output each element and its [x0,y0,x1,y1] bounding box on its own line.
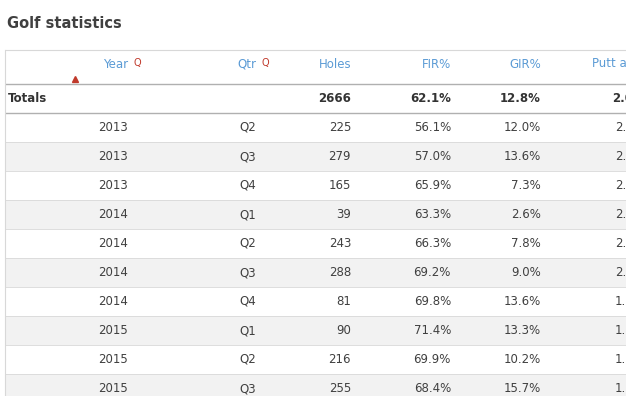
Text: 2014: 2014 [98,295,128,308]
Text: 57.0%: 57.0% [414,150,451,163]
Text: Qtr: Qtr [237,57,256,70]
Text: 2015: 2015 [98,353,128,366]
Text: 90: 90 [336,324,351,337]
Text: 1.98: 1.98 [615,382,626,395]
Text: 225: 225 [329,121,351,134]
Text: 216: 216 [329,353,351,366]
Text: Q2: Q2 [239,121,256,134]
Text: 9.0%: 9.0% [511,266,541,279]
Text: 165: 165 [329,179,351,192]
Bar [5,316,626,345]
Text: 71.4%: 71.4% [414,324,451,337]
Text: 2.22: 2.22 [615,150,626,163]
Text: Holes: Holes [319,57,351,70]
Text: 2.10: 2.10 [615,237,626,250]
Text: Year: Year [103,57,128,70]
Text: GIR%: GIR% [509,57,541,70]
Text: 2015: 2015 [98,382,128,395]
Text: 2.19: 2.19 [615,179,626,192]
Text: 2.03: 2.03 [615,266,626,279]
Bar [5,171,626,200]
Bar [5,345,626,374]
Text: 69.8%: 69.8% [414,295,451,308]
Text: 2013: 2013 [98,150,128,163]
Text: 10.2%: 10.2% [504,353,541,366]
Text: 2013: 2013 [98,121,128,134]
Bar [5,50,626,84]
Text: Q3: Q3 [239,382,256,395]
Text: 2014: 2014 [98,266,128,279]
Text: Totals: Totals [8,92,47,105]
Text: Golf statistics: Golf statistics [7,15,121,30]
Text: Q1: Q1 [239,208,256,221]
Text: 68.4%: 68.4% [414,382,451,395]
Text: 13.3%: 13.3% [504,324,541,337]
Text: Q3: Q3 [239,150,256,163]
Text: Q: Q [262,58,270,68]
Text: 39: 39 [336,208,351,221]
Text: Q2: Q2 [239,237,256,250]
Text: 63.3%: 63.3% [414,208,451,221]
Text: Q4: Q4 [239,179,256,192]
Bar [5,113,626,142]
Text: 2.02: 2.02 [612,92,626,105]
Text: 255: 255 [329,382,351,395]
Text: 2014: 2014 [98,208,128,221]
Bar [5,142,626,171]
Bar [5,229,626,258]
Text: 1.92: 1.92 [615,324,626,337]
Text: Q3: Q3 [239,266,256,279]
Text: 12.8%: 12.8% [500,92,541,105]
Text: 69.9%: 69.9% [414,353,451,366]
Text: 279: 279 [329,150,351,163]
Text: 2.6%: 2.6% [511,208,541,221]
Text: Putt avg: Putt avg [592,57,626,70]
Bar [5,374,626,396]
Text: 1.95: 1.95 [615,353,626,366]
Text: 62.1%: 62.1% [410,92,451,105]
Text: Q1: Q1 [239,324,256,337]
Text: 81: 81 [336,295,351,308]
Bar [5,200,626,229]
Text: 65.9%: 65.9% [414,179,451,192]
Text: 243: 243 [329,237,351,250]
Text: 2666: 2666 [318,92,351,105]
Text: 66.3%: 66.3% [414,237,451,250]
Text: 7.3%: 7.3% [511,179,541,192]
Text: 7.8%: 7.8% [511,237,541,250]
Text: Q: Q [134,58,141,68]
Text: 2.00: 2.00 [615,208,626,221]
Text: Q4: Q4 [239,295,256,308]
Text: 15.7%: 15.7% [504,382,541,395]
Text: 2015: 2015 [98,324,128,337]
Bar [5,84,626,113]
Text: 288: 288 [329,266,351,279]
Text: 69.2%: 69.2% [414,266,451,279]
Text: 2013: 2013 [98,179,128,192]
Text: FIR%: FIR% [422,57,451,70]
Text: Q2: Q2 [239,353,256,366]
Text: 2.25: 2.25 [615,121,626,134]
Text: 13.6%: 13.6% [504,295,541,308]
Text: 13.6%: 13.6% [504,150,541,163]
Text: 2014: 2014 [98,237,128,250]
Text: 56.1%: 56.1% [414,121,451,134]
Bar [5,287,626,316]
Text: 1.89: 1.89 [615,295,626,308]
Bar [5,258,626,287]
Text: 12.0%: 12.0% [504,121,541,134]
